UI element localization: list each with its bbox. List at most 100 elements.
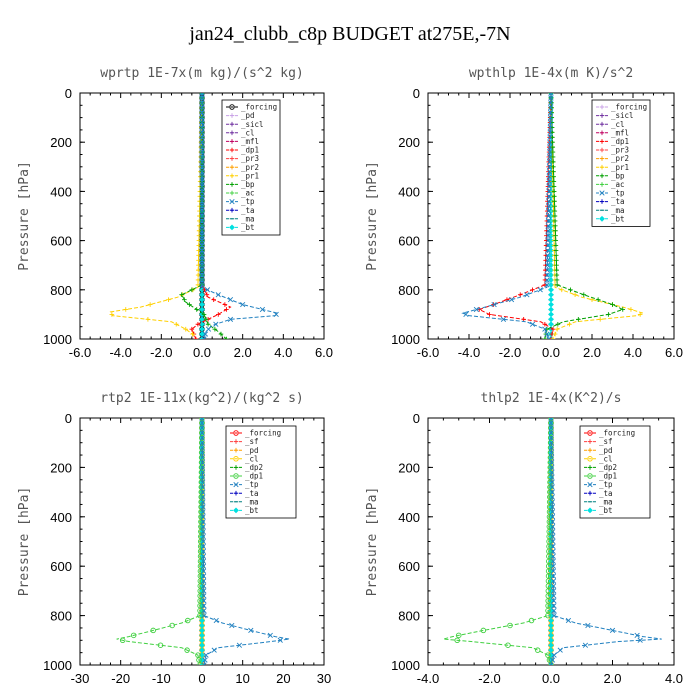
- series-bp-point: [550, 149, 556, 155]
- series-tp-point: [199, 144, 205, 150]
- legend-label: _sf: [599, 437, 613, 446]
- series-tp-point: [199, 233, 205, 239]
- legend-marker: [587, 456, 593, 462]
- series-bt-point: [548, 306, 554, 313]
- series-bp-point: [552, 208, 558, 214]
- series-tp-point: [201, 593, 207, 599]
- series-dp1-point: [185, 617, 191, 624]
- series-group: [443, 418, 662, 665]
- series-tp-point: [200, 538, 206, 545]
- series-pr1-point: [173, 321, 179, 327]
- series-tp-point: [546, 198, 552, 204]
- series-bp-point: [203, 317, 209, 322]
- series-tp-point: [551, 598, 557, 604]
- legend-marker: [229, 147, 235, 153]
- y-tick-label: 200: [398, 135, 420, 150]
- series-tp-point: [549, 474, 555, 480]
- series-dp1-point: [545, 612, 551, 619]
- series-tp-point: [547, 139, 553, 145]
- series-bt-point: [199, 652, 205, 659]
- legend-marker: [587, 465, 593, 470]
- legend: _forcing_sf_pd_cl_dp2_dp1_tp_ta_ma_bt: [225, 425, 297, 519]
- series-tp-point: [200, 548, 206, 554]
- series-dp1-point: [542, 321, 548, 327]
- series-tp-point: [199, 93, 205, 96]
- series-bt-point: [199, 291, 205, 298]
- series-tp-point: [549, 519, 556, 525]
- legend-marker: [587, 439, 593, 444]
- x-tick-label: 2.0: [234, 345, 252, 360]
- series-bt-point: [548, 642, 554, 649]
- series-tp-point: [546, 193, 552, 199]
- x-tick-label: 20: [276, 671, 290, 686]
- legend-marker: [229, 182, 235, 187]
- legend-marker: [599, 215, 605, 222]
- panel-3: rtp2 1E-11x(kg^2)/(kg^2 s) Pressure [hPa]…: [17, 391, 331, 686]
- legend-label: _ma: [241, 214, 255, 223]
- series-tp-point: [544, 252, 551, 258]
- legend-marker: [229, 130, 235, 136]
- series-tp-point: [199, 105, 205, 111]
- legend-marker: [233, 456, 239, 462]
- series-tp-point: [545, 218, 551, 224]
- series-tp-point: [549, 469, 555, 475]
- series-tp-point: [548, 93, 554, 96]
- series-tp-point: [500, 316, 507, 322]
- series-tp-point: [200, 533, 206, 540]
- legend-label: _cl: [599, 454, 613, 463]
- legend-label: _pd: [241, 111, 255, 120]
- series-tp-point: [199, 454, 206, 461]
- series-bt-point: [199, 632, 205, 639]
- series-bp-point: [554, 257, 559, 263]
- series-bt-point: [548, 296, 554, 303]
- series-bp-point: [551, 189, 557, 194]
- legend-marker: [229, 121, 235, 127]
- series-tp-point: [199, 188, 205, 195]
- series-bt-point: [548, 267, 554, 274]
- x-tick-label: 6.0: [315, 345, 333, 360]
- series-tp-point: [199, 449, 205, 456]
- x-tick-label: -10: [152, 671, 171, 686]
- series-tp-point: [544, 282, 550, 288]
- legend-label: _cl: [245, 454, 259, 463]
- series-dp1-point: [195, 652, 201, 658]
- legend-marker: [229, 198, 235, 205]
- legend-label: _dp2: [599, 463, 617, 472]
- x-tick-label: -30: [71, 671, 90, 686]
- series-bp-point: [553, 243, 559, 248]
- series-tp-point: [550, 583, 557, 589]
- series-bt-point: [548, 272, 554, 278]
- series-bt-point: [548, 286, 554, 293]
- series-pr1-point: [195, 282, 201, 288]
- series-tp-point: [548, 100, 554, 106]
- series-tp-point: [201, 573, 207, 579]
- series-tp-point: [548, 425, 554, 431]
- series-tp-point: [550, 533, 556, 540]
- legend-marker: [599, 156, 605, 161]
- series-tp-point: [565, 617, 572, 624]
- legend-label: _ta: [599, 489, 613, 498]
- legend-marker: [587, 481, 593, 488]
- series-tp-point: [199, 262, 205, 268]
- legend-marker: [233, 473, 239, 479]
- series-tp-point: [634, 632, 640, 638]
- series-pr1-point: [567, 321, 572, 327]
- series-tp-point: [227, 297, 234, 303]
- legend: _forcing_sicl_cl_mfl_dp1_pr3_pr2_pr1_bp_…: [591, 99, 651, 227]
- series-pr1-point: [109, 312, 115, 317]
- legend-label: _pr2: [611, 154, 629, 163]
- panel-2: wpthlp 1E-4x(m K)/s^2 Pressure [hPa] -6.0 -…: [365, 66, 683, 360]
- series-bt-point: [199, 321, 205, 328]
- legend-label: _ac: [611, 180, 625, 189]
- x-tick-label: 10: [235, 671, 249, 686]
- series-tp-point: [550, 558, 556, 564]
- series-tp-point: [199, 208, 205, 214]
- series-tp-point: [585, 622, 591, 629]
- series-tp-point: [548, 420, 554, 426]
- series-dp1-point: [545, 652, 551, 658]
- series-tp-point: [551, 612, 557, 619]
- series-tp-point: [548, 95, 554, 101]
- series-tp-point: [213, 321, 219, 327]
- legend: _forcing_sf_pd_cl_dp2_dp1_tp_ta_ma_bt: [579, 425, 651, 519]
- series-tp-point: [199, 154, 205, 160]
